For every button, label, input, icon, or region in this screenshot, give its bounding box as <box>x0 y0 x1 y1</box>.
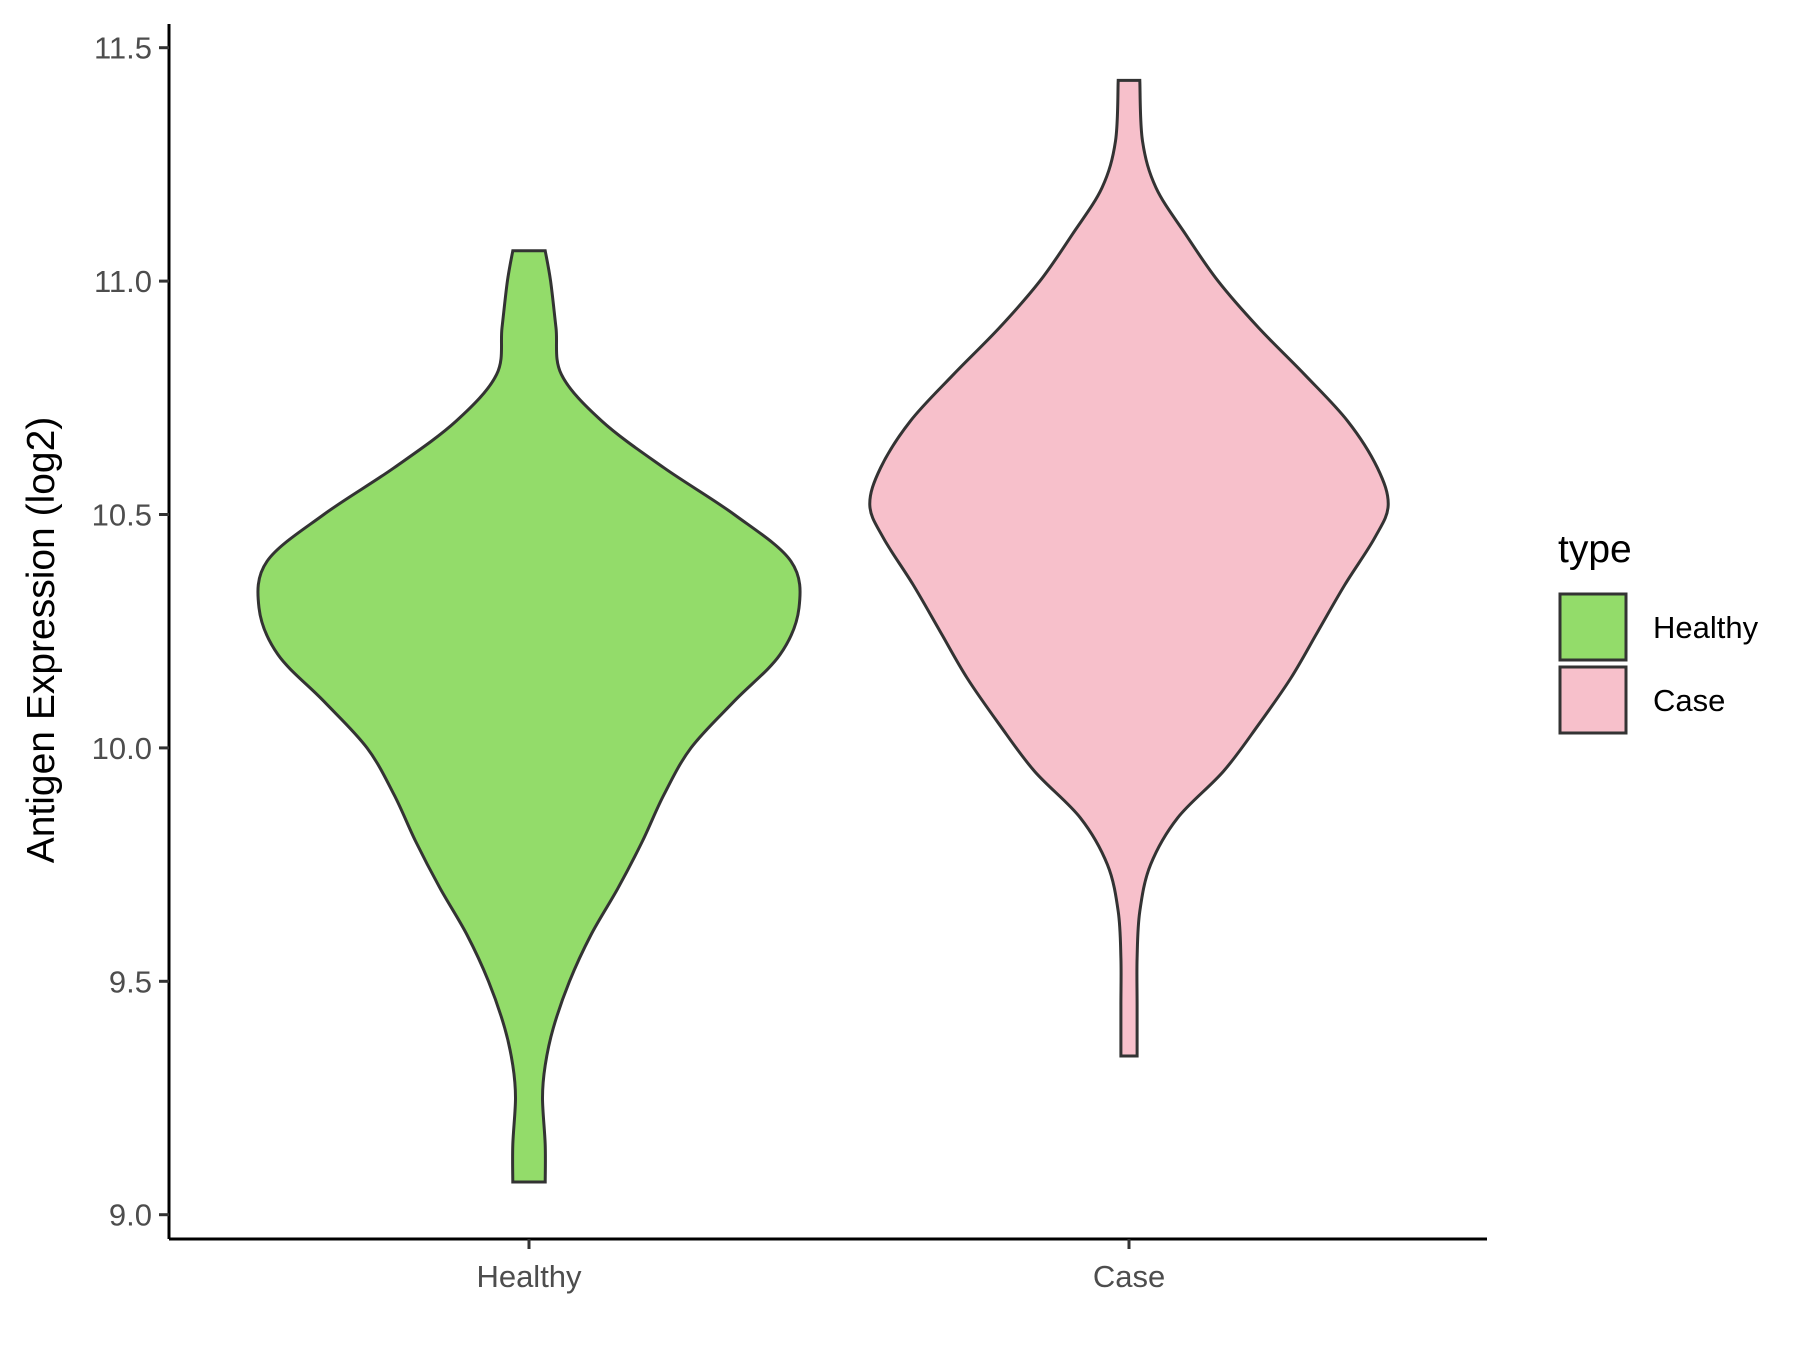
legend: Healthy Case <box>1558 592 1759 735</box>
violin-case <box>868 78 1390 1058</box>
legend-key-case <box>1558 665 1628 735</box>
y-ticks: 9.0 9.5 10.0 10.5 11.0 11.5 <box>92 31 169 1233</box>
legend-title: type <box>1558 528 1632 571</box>
x-tick-label: Healthy <box>476 1259 582 1294</box>
x-tick-label: Case <box>1093 1259 1165 1294</box>
y-tick-label: 9.5 <box>109 964 152 999</box>
x-ticks: Healthy Case <box>476 1239 1165 1294</box>
violin-healthy <box>256 249 802 1184</box>
plot-area <box>256 78 1390 1184</box>
y-tick-label: 11.5 <box>94 31 152 66</box>
y-tick-label: 10.0 <box>92 731 152 766</box>
legend-label-healthy: Healthy <box>1653 610 1759 645</box>
legend-label-case: Case <box>1653 683 1725 718</box>
y-tick-label: 10.5 <box>92 498 152 533</box>
y-axis-title: Antigen Expression (log2) <box>20 417 63 864</box>
legend-key-healthy <box>1558 592 1628 662</box>
y-tick-label: 11.0 <box>94 264 152 299</box>
y-tick-label: 9.0 <box>109 1198 152 1233</box>
